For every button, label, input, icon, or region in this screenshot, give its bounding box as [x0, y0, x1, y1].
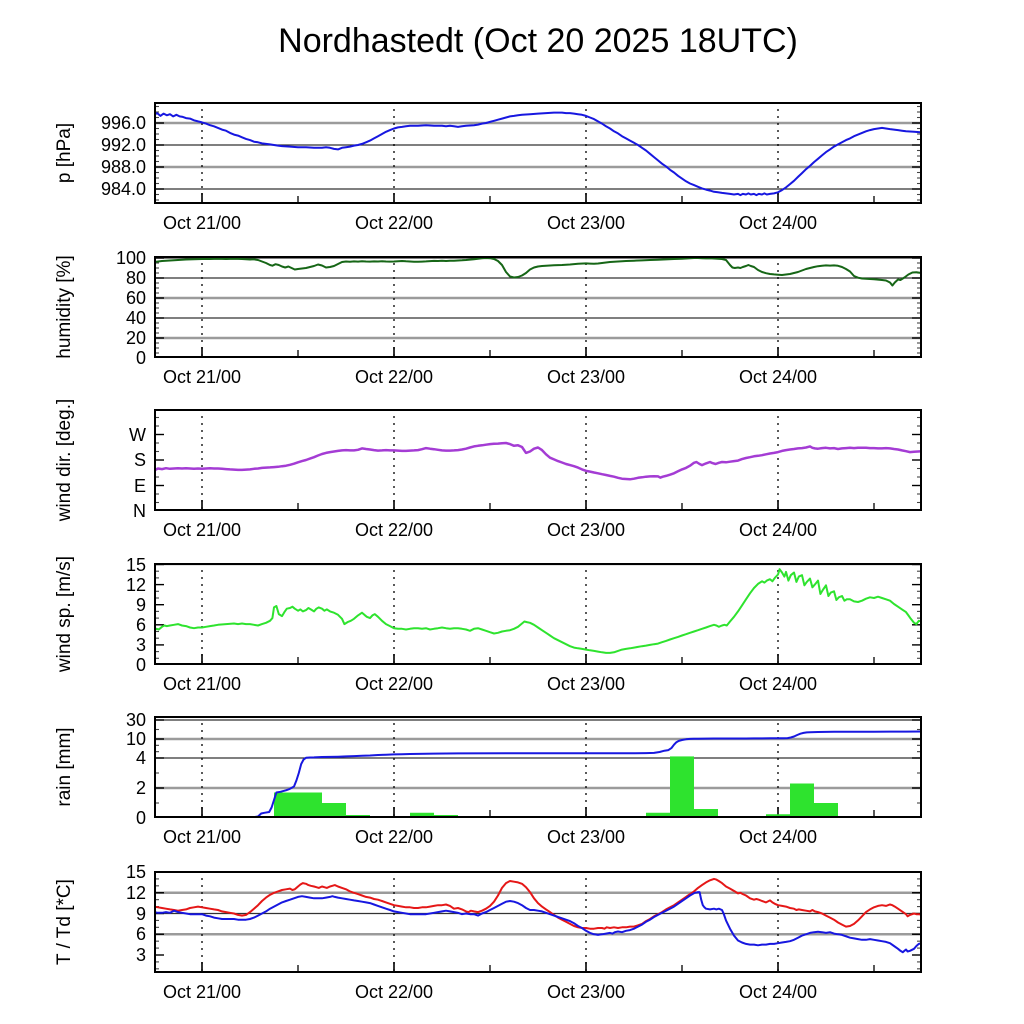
y-tick-label-wind-direction-W: W	[129, 424, 146, 445]
y-tick-label-temperature-9: 9	[135, 903, 146, 924]
panel-border	[154, 871, 922, 973]
y-tick-label-rain-30: 30	[125, 710, 146, 730]
x-tick-label-pressure: Oct 23/00	[546, 213, 626, 233]
y-tick-label-temperature-12: 12	[125, 882, 146, 903]
chart-title: Nordhastedt (Oct 20 2025 18UTC)	[278, 22, 798, 60]
panel-wind-speed-plot	[154, 563, 922, 665]
y-tick-label-wind-speed-15: 15	[125, 554, 146, 575]
x-tick-label-temperature: Oct 21/00	[162, 982, 242, 1002]
y-tick-label-wind-speed-0: 0	[135, 655, 146, 675]
y-tick-label-wind-speed-12: 12	[125, 574, 146, 595]
rain-bar	[694, 809, 718, 818]
x-tick-label-wind-direction: Oct 23/00	[546, 520, 626, 540]
series-pressure	[154, 111, 922, 197]
y-tick-label-humidity-40: 40	[125, 308, 146, 328]
series-temperature	[154, 877, 922, 930]
x-tick-label-rain: Oct 21/00	[162, 827, 242, 847]
rain-bar	[670, 756, 694, 818]
y-tick-label-rain-10: 10	[125, 729, 146, 749]
rain-bar	[298, 792, 322, 818]
y-tick-label-rain-2: 2	[135, 778, 146, 798]
x-tick-label-pressure: Oct 24/00	[738, 213, 818, 233]
y-tick-label-wind-speed-9: 9	[135, 594, 146, 615]
x-tick-label-temperature: Oct 22/00	[354, 982, 434, 1002]
panel-wind-direction-plot	[154, 409, 922, 511]
series-humidity	[154, 257, 922, 287]
x-tick-label-wind-speed: Oct 23/00	[546, 674, 626, 694]
series-wind_speed	[154, 568, 922, 654]
series-wind_direction	[154, 441, 922, 481]
panel-humidity-plot	[154, 256, 922, 358]
y-tick-label-wind-direction-S: S	[133, 450, 146, 470]
y-tick-label-pressure-992.0: 992.0	[100, 135, 146, 155]
panel-border	[154, 256, 922, 358]
y-tick-label-humidity-0: 0	[135, 348, 146, 368]
y-tick-label-temperature-6: 6	[135, 924, 146, 945]
y-tick-label-temperature-3: 3	[135, 945, 146, 965]
y-tick-label-rain-4: 4	[135, 748, 146, 768]
y-tick-label-temperature-15: 15	[125, 862, 146, 882]
panel-border	[154, 716, 922, 818]
x-tick-label-pressure: Oct 22/00	[354, 213, 434, 233]
y-tick-label-wind-speed-6: 6	[135, 614, 146, 635]
y-tick-label-pressure-988.0: 988.0	[100, 157, 146, 177]
y-tick-label-pressure-996.0: 996.0	[100, 113, 146, 133]
x-tick-label-temperature: Oct 24/00	[738, 982, 818, 1002]
y-tick-label-humidity-100: 100	[115, 248, 146, 268]
x-tick-label-humidity: Oct 23/00	[546, 367, 626, 387]
x-tick-label-wind-direction: Oct 22/00	[354, 520, 434, 540]
rain-bar	[814, 803, 838, 818]
rain-bar	[790, 783, 814, 818]
x-tick-label-rain: Oct 23/00	[546, 827, 626, 847]
y-tick-label-wind-speed-3: 3	[135, 634, 146, 655]
y-tick-label-pressure-984.0: 984.0	[100, 179, 146, 199]
y-tick-label-humidity-20: 20	[125, 328, 146, 348]
rain-bar	[322, 803, 346, 818]
x-tick-label-wind-direction: Oct 21/00	[162, 520, 242, 540]
y-tick-label-rain-0: 0	[135, 808, 146, 828]
panel-pressure-plot	[154, 102, 922, 204]
x-tick-label-pressure: Oct 21/00	[162, 213, 242, 233]
y-tick-label-wind-direction-E: E	[133, 475, 146, 496]
y-tick-label-humidity-80: 80	[125, 268, 146, 288]
x-tick-label-humidity: Oct 21/00	[162, 367, 242, 387]
y-tick-label-humidity-60: 60	[125, 288, 146, 308]
x-tick-label-wind-speed: Oct 22/00	[354, 674, 434, 694]
x-tick-label-humidity: Oct 24/00	[738, 367, 818, 387]
x-tick-label-temperature: Oct 23/00	[546, 982, 626, 1002]
rain-bar	[410, 812, 434, 818]
series-rain_accumulated	[154, 730, 922, 818]
panel-rain-plot	[154, 716, 922, 818]
x-tick-label-rain: Oct 22/00	[354, 827, 434, 847]
rain-bar	[646, 812, 670, 818]
panel-temperature-plot	[154, 871, 922, 973]
x-tick-label-wind-speed: Oct 21/00	[162, 674, 242, 694]
series-dew_point	[154, 891, 922, 954]
x-tick-label-humidity: Oct 22/00	[354, 367, 434, 387]
x-tick-label-wind-speed: Oct 24/00	[738, 674, 818, 694]
panel-border	[154, 102, 922, 204]
rain-bar	[274, 792, 298, 818]
y-tick-label-wind-direction-N: N	[133, 501, 146, 521]
x-tick-label-wind-direction: Oct 24/00	[738, 520, 818, 540]
x-tick-label-rain: Oct 24/00	[738, 827, 818, 847]
panel-border	[154, 409, 922, 511]
panel-border	[154, 563, 922, 665]
